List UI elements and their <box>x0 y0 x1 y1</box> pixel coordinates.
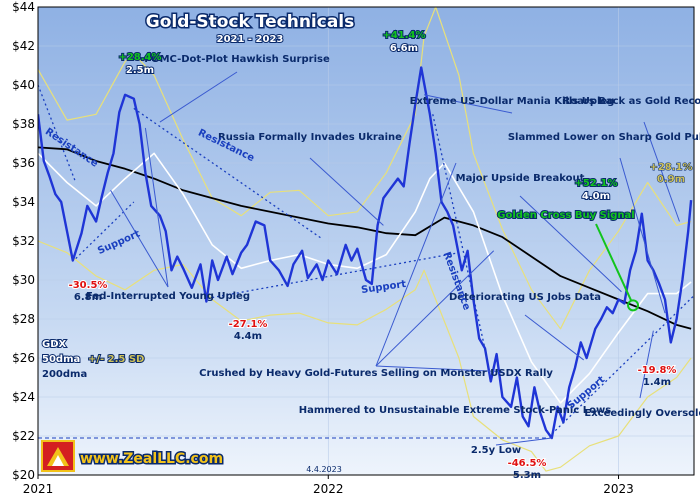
y-tick-label: $22 <box>12 429 35 443</box>
annotation-pointer <box>110 190 169 288</box>
move-time-8: 1.4m <box>643 377 671 388</box>
x-tick-label: 2023 <box>603 482 634 496</box>
trendline <box>133 107 323 240</box>
y-tick-label: $44 <box>12 0 35 14</box>
move-time-6: 4.4m <box>234 331 262 342</box>
annotation-fed-upleg: Fed-Interrupted Young Upleg <box>86 291 250 302</box>
y-tick-label: $20 <box>12 468 35 482</box>
y-tick-label: $34 <box>12 195 35 209</box>
chart-subtitle: 2021 - 2023 <box>217 34 284 45</box>
annotation-pointer <box>524 314 585 361</box>
series-line-ma50 <box>38 152 692 404</box>
annotation-pointer <box>144 127 169 288</box>
annotation-pointer <box>423 94 513 114</box>
date-stamp: 4.4.2023 <box>306 465 342 474</box>
move-pct-7: -46.5% <box>508 458 547 469</box>
move-labels: +28.4% 2.5m +41.4% 6.6m +52.1% 4.0m +28.… <box>68 29 693 481</box>
move-time-5: 6.8m <box>74 292 102 303</box>
annotation-usd-mania: Extreme US-Dollar Mania Kills Upleg <box>410 96 615 107</box>
annotation-2-5y-low: 2.5y Low <box>471 445 521 456</box>
y-tick-label: $24 <box>12 390 35 404</box>
x-tick-label: 2022 <box>313 482 344 496</box>
trendlines <box>38 84 694 439</box>
annotation-pointer <box>375 365 503 373</box>
annotation-pointer <box>643 121 680 222</box>
annotations: FOMC-Dot-Plot Hawkish Surprise Extreme U… <box>86 54 700 456</box>
annotation-pointer <box>375 162 457 367</box>
watermark-url: www.ZealLLC.com <box>80 451 223 467</box>
legend-ticker: GDX <box>42 339 67 350</box>
annotation-pointers <box>110 71 680 446</box>
annotation-roars-back: Roars Back as Gold Recovers <box>563 96 700 107</box>
annotation-jobs: Deteriorating US Jobs Data <box>449 292 601 303</box>
annotation-pointer <box>309 157 384 226</box>
annotation-golden-cross: Golden Cross Buy Signal <box>497 210 634 221</box>
golden-cross-marker <box>627 299 640 312</box>
y-tick-label: $30 <box>12 273 35 287</box>
y-tick-label: $38 <box>12 117 35 131</box>
golden-cross-pointer <box>595 223 632 301</box>
move-pct-1: +28.4% <box>118 52 161 63</box>
annotation-oversold: Exceedingly Oversold <box>584 408 700 419</box>
legend-ma200: 200dma <box>42 369 87 380</box>
annotation-pointer <box>639 330 654 399</box>
move-pct-2: +41.4% <box>382 30 425 41</box>
move-pct-5: -30.5% <box>69 280 108 291</box>
move-time-7: 5.3m <box>513 470 541 481</box>
move-time-2: 6.6m <box>390 43 418 54</box>
y-tick-label: $26 <box>12 351 35 365</box>
y-tick-label: $40 <box>12 78 35 92</box>
x-tick-label: 2021 <box>23 482 54 496</box>
move-pct-3: +52.1% <box>574 178 617 189</box>
annotation-breakout: Major Upside Breakout <box>456 173 585 184</box>
annotation-pointer <box>375 250 495 367</box>
chart-title: Gold-Stock Technicals <box>146 12 355 32</box>
series-line-band-upper <box>38 7 692 330</box>
y-tick-label: $28 <box>12 312 35 326</box>
annotation-pointer <box>619 157 666 314</box>
move-pct-4: +28.1% <box>649 162 692 173</box>
trendline <box>75 201 135 260</box>
y-tick-label: $42 <box>12 39 35 53</box>
annotation-crushed: Crushed by Heavy Gold-Futures Selling on… <box>199 368 553 379</box>
annotation-pointer <box>519 195 622 293</box>
move-time-3: 4.0m <box>582 191 610 202</box>
trendline <box>551 295 694 435</box>
series-line-price <box>38 66 693 440</box>
annotation-slammed: Slammed Lower on Sharp Gold Pullback <box>508 132 700 143</box>
move-time-4: 0.9m <box>657 174 685 185</box>
series-line-band-lower <box>38 240 692 472</box>
y-tick-label: $32 <box>12 234 35 248</box>
plot-series <box>38 7 693 472</box>
zeal-logo <box>41 440 75 472</box>
trendline <box>212 252 460 299</box>
annotation-russia: Russia Formally Invades Ukraine <box>218 132 402 143</box>
legend-ma50: 50dma <box>42 354 80 365</box>
move-pct-6: -27.1% <box>229 319 268 330</box>
move-time-1: 2.5m <box>126 65 154 76</box>
legend-bands: +/- 2.5 SD <box>88 354 144 365</box>
annotation-pointer <box>495 437 552 446</box>
series-line-ma200 <box>38 146 692 330</box>
annotation-pointer <box>159 71 238 123</box>
x-axis: 2021 2022 2023 <box>23 475 634 496</box>
annotation-fomc: FOMC-Dot-Plot Hawkish Surprise <box>144 54 330 65</box>
move-pct-8: -19.8% <box>638 365 677 376</box>
y-tick-label: $36 <box>12 156 35 170</box>
trendline <box>432 114 489 363</box>
y-axis: $20 $22 $24 $26 $28 $30 $32 $34 $36 $38 $40 $42 $44 <box>12 0 35 482</box>
annotation-hammered: Hammered to Unsustainable Extreme Stock-… <box>299 405 611 416</box>
